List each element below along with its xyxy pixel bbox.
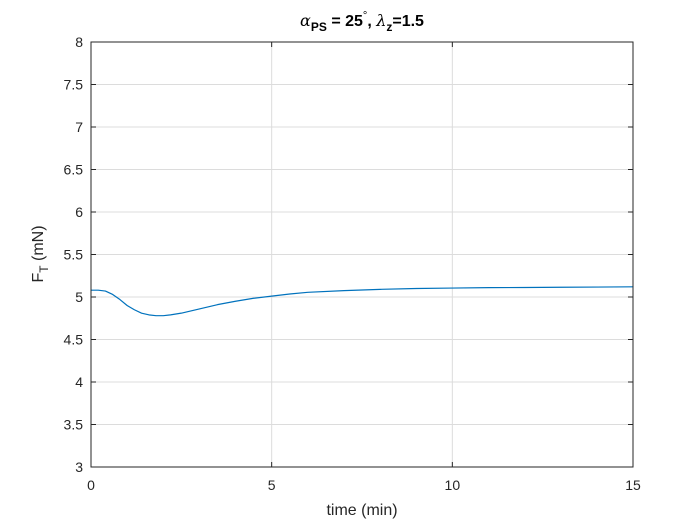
horizontal-gridlines	[91, 84, 633, 425]
series-layer	[90, 286, 634, 317]
x-axis-label: time (min)	[326, 502, 397, 519]
y-axis-tick-labels: 3 3.5 4 4.5 5 5.5 6 6.5 7 7.5 8	[64, 34, 84, 475]
y-axis-label: FT (mN)	[30, 225, 51, 282]
title-lambda-symbol: λ	[375, 11, 386, 30]
chart-title: αPS = 25°, λz=1.5	[300, 10, 424, 34]
y-tick-label: 7.5	[64, 77, 84, 93]
y-tick-label: 7	[75, 119, 83, 135]
title-lambda-subscript: z	[386, 20, 392, 34]
x-tick-label: 5	[268, 477, 276, 493]
title-lambda-value: =1.5	[392, 13, 424, 30]
y-tick-label: 5	[75, 289, 83, 305]
title-alpha-symbol: α	[300, 11, 311, 30]
title-alpha-value: = 25	[327, 13, 363, 30]
title-separator: ,	[367, 13, 376, 30]
x-tick-label: 0	[87, 477, 95, 493]
x-axis-tick-labels: 0 5 10 15	[87, 477, 641, 493]
x-tick-label: 15	[625, 477, 641, 493]
y-tick-label: 5.5	[64, 247, 84, 263]
y-tick-label: 8	[75, 34, 83, 50]
y-tick-label: 6.5	[64, 162, 84, 178]
y-axis-label-subscript: T	[37, 265, 51, 273]
y-tick-label: 3.5	[64, 417, 84, 433]
x-axis-ticks	[90, 42, 634, 467]
x-tick-label: 10	[445, 477, 461, 493]
y-tick-label: 4	[75, 374, 83, 390]
y-tick-label: 4.5	[64, 332, 84, 348]
series-line-1	[90, 286, 634, 317]
title-degree-symbol: °	[363, 10, 367, 22]
y-tick-label: 3	[75, 459, 83, 475]
y-tick-label: 6	[75, 204, 83, 220]
y-axis-label-unit: (mN)	[30, 225, 47, 265]
title-alpha-subscript: PS	[311, 20, 327, 34]
y-axis-ticks	[91, 41, 633, 468]
y-axis-label-main: F	[30, 273, 47, 283]
